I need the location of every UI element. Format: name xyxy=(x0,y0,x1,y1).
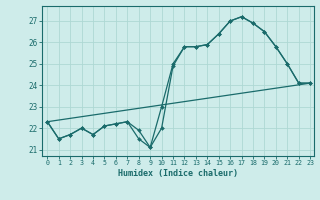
X-axis label: Humidex (Indice chaleur): Humidex (Indice chaleur) xyxy=(118,169,237,178)
